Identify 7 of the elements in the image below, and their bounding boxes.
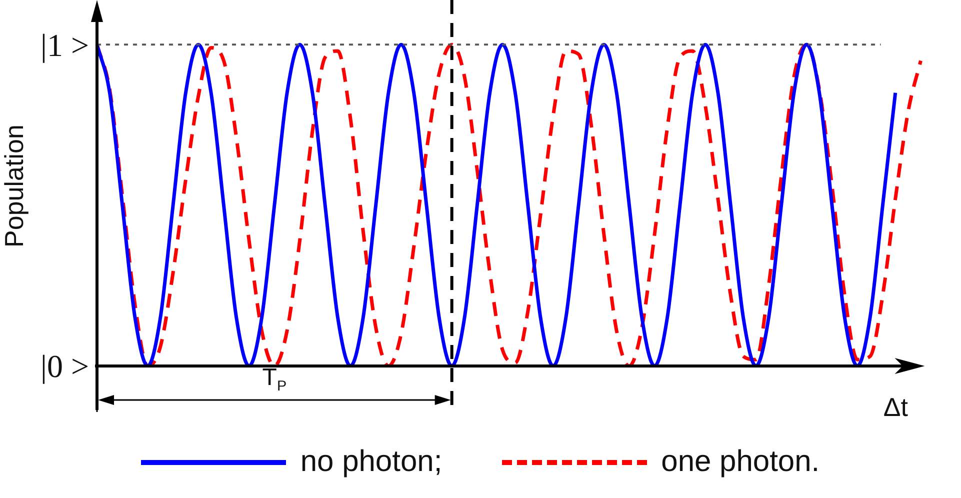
legend-label: no photon; [300, 445, 442, 479]
text: |0 > [40, 348, 89, 384]
annotation: T$_{P}$ [262, 364, 287, 395]
legend-label: one photon. [661, 445, 820, 479]
y-axis-title: Population [0, 124, 29, 248]
text: |1 > [40, 26, 89, 63]
x-axis-title: Δt [883, 392, 909, 422]
